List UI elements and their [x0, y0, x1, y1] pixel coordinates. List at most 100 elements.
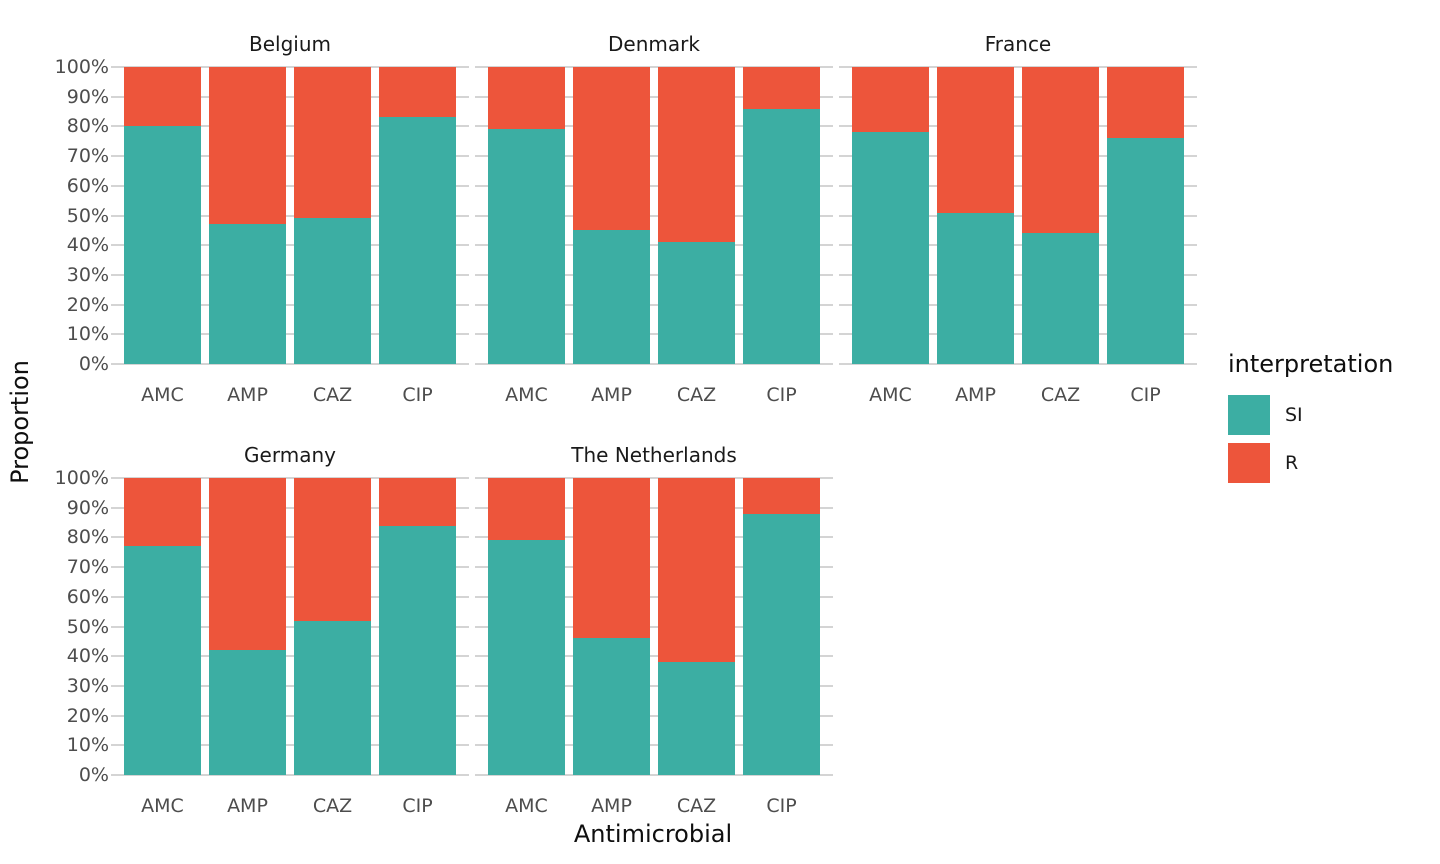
gridline: [475, 95, 833, 98]
gridline: [111, 566, 469, 569]
x-tick-label: AMP: [955, 384, 996, 406]
bar-caz: [1022, 67, 1099, 364]
y-tick-label: 30%: [66, 263, 109, 286]
gridline: [111, 363, 469, 365]
facet-panel: 100% 90% 80% 70% 60% 50% 40% 30% 20% 10% 0%: [55, 56, 469, 375]
bar-segment-r: [124, 478, 201, 547]
bar-segment-si: [1107, 138, 1184, 364]
facet-title: Germany: [244, 442, 336, 467]
bar-segment-r: [658, 67, 735, 243]
bar-segment-si: [852, 132, 929, 364]
x-tick-label: AMC: [141, 384, 184, 406]
facet-panel: [475, 66, 833, 365]
gridline: [111, 774, 469, 776]
gridline: [839, 273, 1197, 276]
bar-bands: [484, 67, 824, 364]
y-tick-label: 0%: [78, 353, 109, 375]
gridline: [475, 155, 833, 158]
legend-title: interpretation: [1228, 350, 1394, 378]
y-tick-label: 10%: [66, 323, 109, 346]
x-tick-labels: AMC AMP CAZ CIP: [120, 775, 460, 817]
bar-segment-r: [1022, 67, 1099, 234]
y-tick-label: 100%: [54, 56, 109, 78]
x-tick-label: AMP: [591, 795, 632, 817]
bar-band-amp: [933, 67, 1018, 364]
y-tick-label: 100%: [54, 467, 109, 489]
x-tick-label: CAZ: [676, 384, 717, 406]
y-tick-label: 50%: [66, 204, 109, 227]
bar-segment-r: [379, 478, 456, 526]
bar-segment-r: [658, 478, 735, 663]
y-axis-title: Proportion: [6, 360, 34, 484]
y-tick-label: 10%: [66, 734, 109, 757]
gridline: [111, 155, 469, 158]
gridline: [475, 184, 833, 187]
y-tick-label: 40%: [66, 234, 109, 257]
x-tick-labels: AMC AMP CAZ CIP: [484, 364, 824, 406]
gridline: [475, 684, 833, 687]
gridline: [111, 655, 469, 658]
x-tick-label: AMP: [591, 384, 632, 406]
bar-segment-r: [379, 67, 456, 118]
bar-segment-si: [743, 513, 820, 775]
bar-segment-r: [124, 67, 201, 127]
bar-segment-si: [124, 546, 201, 775]
x-tick-label: CAZ: [676, 795, 717, 817]
bar-band-caz: [290, 67, 375, 364]
gridline: [475, 744, 833, 747]
facet-panel: [839, 66, 1197, 365]
bar-amc: [488, 67, 565, 364]
facet-germany: Germany 100% 90% 80% 70% 60% 50% 40% 30% 20% 10% 0%…: [55, 431, 469, 817]
bar-amc: [124, 67, 201, 364]
y-tick-label: 0%: [78, 764, 109, 786]
bar-amp: [573, 67, 650, 364]
gridline: [475, 477, 833, 479]
bar-segment-si: [573, 230, 650, 364]
bar-segment-r: [488, 478, 565, 541]
x-tick-label: AMP: [227, 384, 268, 406]
bar-band-amp: [569, 67, 654, 364]
bar-band-amc: [120, 67, 205, 364]
facet-denmark: Denmark AMC AMP CAZ CIP: [475, 20, 833, 406]
bar-cip: [379, 67, 456, 364]
bar-segment-r: [937, 67, 1014, 213]
legend-item-r: R: [1228, 443, 1393, 483]
x-tick-label: CAZ: [1040, 384, 1081, 406]
gridline: [839, 184, 1197, 187]
bar-bands: [484, 478, 824, 775]
gridline: [111, 273, 469, 276]
x-tick-label: AMC: [141, 795, 184, 817]
x-tick-label: CIP: [402, 384, 433, 406]
gridline: [111, 684, 469, 687]
gridline: [839, 333, 1197, 336]
bar-segment-si: [379, 525, 456, 775]
gridline: [111, 595, 469, 598]
x-tick-label: CIP: [402, 795, 433, 817]
y-tick-label: 70%: [66, 145, 109, 168]
bar-band-caz: [654, 478, 739, 775]
x-tick-label: CAZ: [312, 795, 353, 817]
bar-segment-r: [488, 67, 565, 130]
x-axis-title: Antimicrobial: [573, 820, 733, 848]
y-tick-label: 60%: [66, 174, 109, 197]
bar-segment-si: [1022, 233, 1099, 364]
x-tick-label: CIP: [766, 384, 797, 406]
bar-segment-r: [294, 67, 371, 219]
bar-amc: [488, 478, 565, 775]
gridline: [839, 95, 1197, 98]
bar-caz: [658, 478, 735, 775]
bar-amp: [209, 67, 286, 364]
gridline: [475, 214, 833, 217]
x-tick-label: CIP: [1130, 384, 1161, 406]
bar-band-cip: [739, 67, 824, 364]
y-tick-label: 80%: [66, 526, 109, 549]
bar-band-amc: [484, 478, 569, 775]
y-tick-label: 40%: [66, 645, 109, 668]
gridline: [111, 744, 469, 747]
gridline: [475, 333, 833, 336]
bar-band-caz: [290, 478, 375, 775]
gridline: [111, 303, 469, 306]
bar-amp: [209, 478, 286, 775]
bar-segment-r: [573, 478, 650, 639]
